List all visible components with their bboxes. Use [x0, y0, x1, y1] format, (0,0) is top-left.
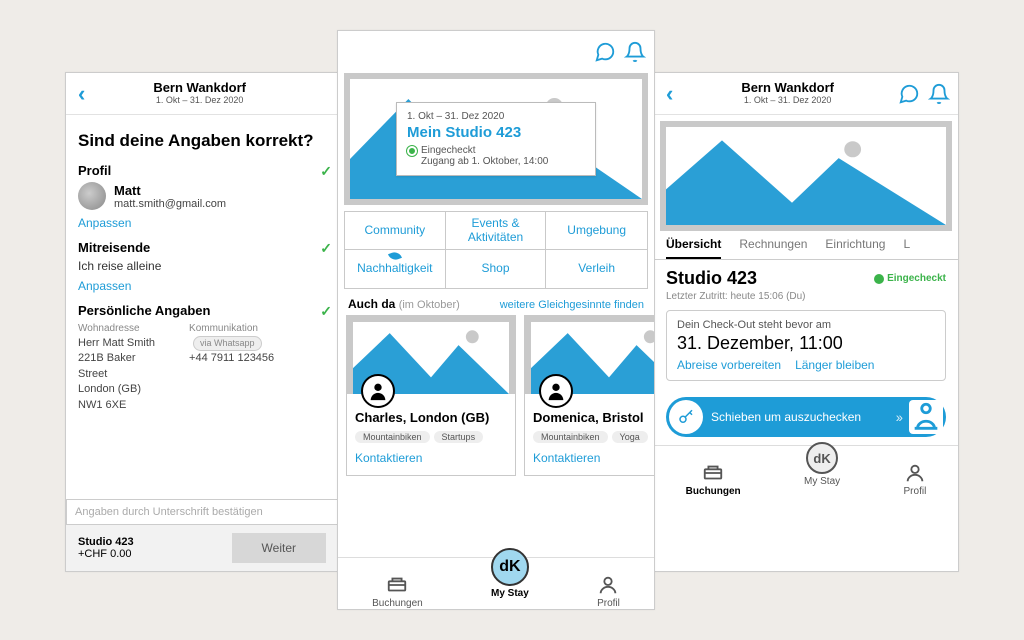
- find-similar-link[interactable]: weitere Gleichgesinnte finden: [500, 299, 644, 311]
- contact-link[interactable]: Kontaktieren: [533, 451, 600, 465]
- edit-cotravellers-link[interactable]: Anpassen: [78, 279, 131, 293]
- person-avatar: [361, 374, 395, 408]
- tab-bookings[interactable]: Buchungen: [686, 458, 741, 497]
- next-button[interactable]: Weiter: [232, 533, 326, 563]
- logo-icon: dK: [491, 548, 529, 586]
- tab-mystay[interactable]: dK My Stay: [804, 438, 840, 487]
- topbar: ‹ Bern Wankdorf 1. Okt – 31. Dez 2020: [66, 73, 338, 115]
- stay-longer-link[interactable]: Länger bleiben: [795, 358, 874, 372]
- chat-icon[interactable]: [898, 83, 920, 105]
- subtab-invoices[interactable]: Rechnungen: [739, 237, 807, 259]
- tab-bar: Buchungen dK My Stay Profil: [338, 557, 654, 609]
- chat-icon[interactable]: [594, 41, 616, 63]
- key-icon: [669, 400, 703, 434]
- stay-card[interactable]: 1. Okt – 31. Dez 2020 Mein Studio 423 Ei…: [396, 102, 596, 176]
- status-badge: Eingecheckt: [874, 273, 946, 284]
- address-block: Wohnadresse Herr Matt Smith 221B Baker S…: [78, 322, 165, 413]
- screen-my-stay: 1. Okt – 31. Dez 2020 Mein Studio 423 Ei…: [337, 30, 655, 610]
- screen-confirm-details: ‹ Bern Wankdorf 1. Okt – 31. Dez 2020 Si…: [65, 72, 339, 572]
- chevrons-icon: ››: [896, 409, 901, 425]
- screen-overview: ‹ Bern Wankdorf 1. Okt – 31. Dez 2020 Üb…: [653, 72, 959, 572]
- bell-icon[interactable]: [928, 83, 950, 105]
- contact-link[interactable]: Kontaktieren: [355, 451, 422, 465]
- room-title: Studio 423: [666, 268, 757, 289]
- stay-dates: 1. Okt – 31. Dez 2020: [407, 111, 585, 122]
- tab-bookings[interactable]: Buchungen: [372, 570, 423, 609]
- tab-profile[interactable]: Profil: [597, 570, 620, 609]
- nav-rent[interactable]: Verleih: [546, 250, 647, 288]
- personal-heading: Persönliche Angaben: [78, 303, 326, 318]
- back-icon[interactable]: ‹: [74, 81, 89, 107]
- person-name: Domenica, Bristol: [533, 410, 655, 425]
- hero-image: 1. Okt – 31. Dez 2020 Mein Studio 423 Ei…: [344, 73, 648, 205]
- person-card[interactable]: Charles, London (GB) MountainbikenStartu…: [346, 315, 516, 476]
- signature-input[interactable]: Angaben durch Unterschrift bestätigen: [66, 499, 338, 525]
- checkout-slider[interactable]: Schieben um auszuchecken ››: [666, 397, 946, 437]
- avatar: [78, 182, 106, 210]
- nav-grid: Community Events & Aktivitäten Umgebung …: [344, 211, 648, 289]
- nav-events[interactable]: Events & Aktivitäten: [446, 212, 547, 250]
- nav-shop[interactable]: Shop: [446, 250, 547, 288]
- edit-profile-link[interactable]: Anpassen: [78, 216, 131, 230]
- tab-mystay[interactable]: dK My Stay: [491, 544, 529, 599]
- person-card[interactable]: Domenica, Bristol MountainbikenYoga Kont…: [524, 315, 655, 476]
- confirm-question: Sind deine Angaben korrekt?: [78, 131, 326, 151]
- subtab-overview[interactable]: Übersicht: [666, 237, 721, 259]
- person-avatar: [539, 374, 573, 408]
- stay-status: Eingecheckt: [407, 145, 585, 156]
- checkout-box: Dein Check-Out steht bevor am 31. Dezemb…: [666, 310, 946, 381]
- communication-block: Kommunikationvia Whatsapp +44 7911 12345…: [189, 322, 326, 413]
- checkout-date: 31. Dezember, 11:00: [677, 333, 935, 354]
- nav-surround[interactable]: Umgebung: [546, 212, 647, 250]
- check-icon: ✓: [320, 163, 332, 180]
- subtab-more[interactable]: L: [903, 237, 910, 259]
- tab-profile[interactable]: Profil: [904, 458, 927, 497]
- cotravellers-heading: Mitreisende: [78, 240, 326, 255]
- person-name: Charles, London (GB): [355, 410, 507, 425]
- check-icon: ✓: [320, 303, 332, 320]
- profile-name: Matt: [114, 183, 226, 198]
- subtab-equipment[interactable]: Einrichtung: [825, 237, 885, 259]
- header-title: Bern Wankdorf 1. Okt – 31. Dez 2020: [153, 81, 246, 105]
- profile-email: matt.smith@gmail.com: [114, 198, 226, 210]
- check-icon: ✓: [320, 240, 332, 257]
- whatsapp-tag: via Whatsapp: [193, 336, 262, 351]
- profile-heading: Profil: [78, 163, 326, 178]
- hero-image: [660, 121, 952, 231]
- reception-icon: [909, 400, 943, 434]
- logo-icon: dK: [806, 442, 838, 474]
- also-heading: Auch da (im Oktober): [348, 297, 460, 311]
- tab-bar: Buchungen dK My Stay Profil: [654, 445, 958, 497]
- bell-icon[interactable]: [624, 41, 646, 63]
- nav-community[interactable]: Community: [345, 212, 446, 250]
- subtabs: Übersicht Rechnungen Einrichtung L: [654, 231, 958, 260]
- footer-price: Studio 423+CHF 0.00: [78, 536, 134, 560]
- stay-access: Zugang ab 1. Oktober, 14:00: [421, 156, 585, 167]
- header-title: Bern Wankdorf 1. Okt – 31. Dez 2020: [741, 81, 834, 105]
- cotravellers-text: Ich reise alleine: [78, 259, 326, 273]
- nav-sustain[interactable]: Nachhaltigkeit: [345, 250, 446, 288]
- stay-name: Mein Studio 423: [407, 124, 585, 141]
- prepare-departure-link[interactable]: Abreise vorbereiten: [677, 358, 781, 372]
- back-icon[interactable]: ‹: [662, 81, 677, 107]
- last-access: Letzter Zutritt: heute 15:06 (Du): [666, 291, 946, 302]
